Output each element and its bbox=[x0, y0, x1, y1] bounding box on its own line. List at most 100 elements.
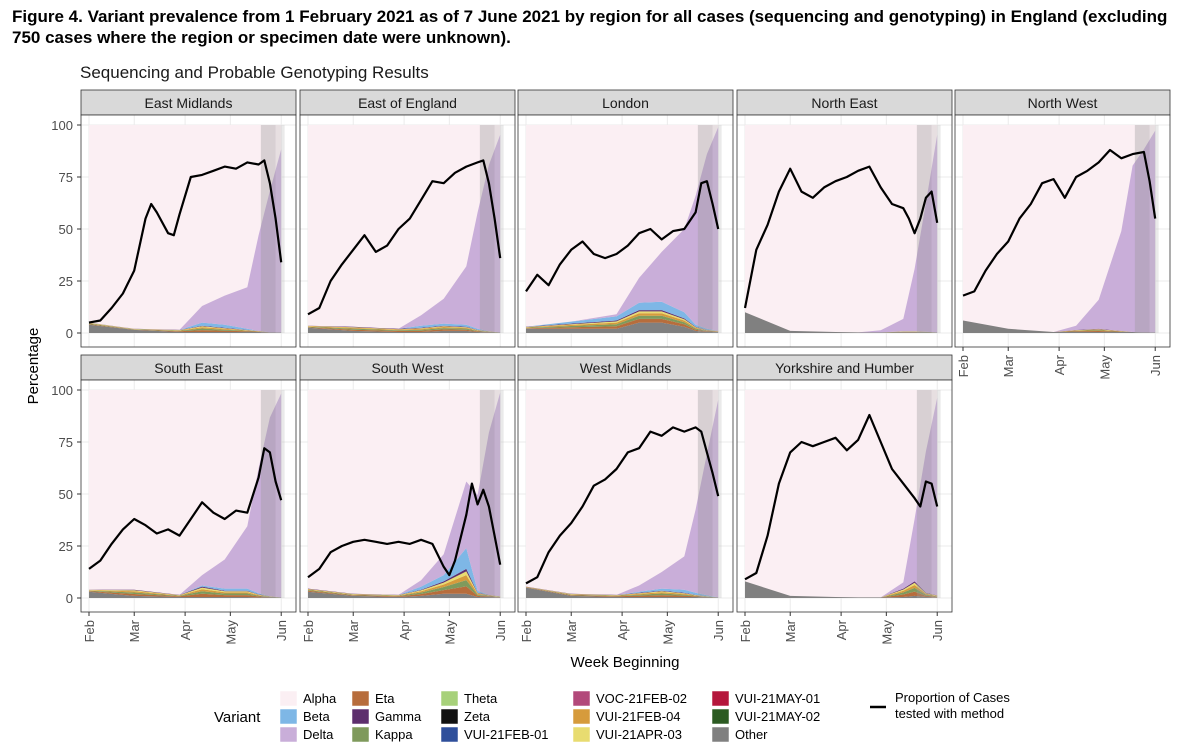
legend-label-other: Other bbox=[735, 727, 768, 742]
x-tick-label: May bbox=[879, 620, 894, 645]
legend-swatch-beta bbox=[279, 708, 298, 725]
area-delta-west-midlands bbox=[526, 399, 719, 598]
x-tick-label: May bbox=[223, 620, 238, 645]
legend-swatch-voc-21feb-02 bbox=[572, 690, 591, 707]
legend-line-label-2: tested with method bbox=[895, 706, 1004, 721]
strip-east-of-england bbox=[299, 89, 516, 116]
strip-label-south-west: South West bbox=[371, 360, 443, 376]
legend-label-vui-21may-01: VUI-21MAY-01 bbox=[735, 691, 820, 706]
area-minor-3-south-east bbox=[89, 589, 282, 598]
area-minor-4-east-of-england bbox=[308, 325, 501, 333]
strip-south-west bbox=[299, 354, 516, 381]
figure-title: Figure 4. Variant prevalence from 1 Febr… bbox=[12, 7, 1168, 47]
area-beta-london bbox=[526, 301, 719, 331]
area-minor-2-west-midlands bbox=[526, 587, 719, 598]
x-tick-label: May bbox=[1097, 355, 1112, 380]
legend-label-vui-21feb-04: VUI-21FEB-04 bbox=[596, 709, 681, 724]
area-alpha-north-east bbox=[745, 125, 938, 333]
area-minor-2-east-midlands bbox=[89, 323, 282, 333]
strip-label-london: London bbox=[602, 95, 649, 111]
area-alpha-south-east bbox=[89, 390, 282, 598]
x-tick-label: Apr bbox=[178, 619, 193, 640]
x-tick-label: May bbox=[442, 620, 457, 645]
area-delta-east-of-england bbox=[308, 134, 501, 333]
area-alpha-west-midlands bbox=[526, 390, 719, 598]
x-tick-label: Feb bbox=[301, 620, 316, 642]
y-tick-label: 100 bbox=[51, 383, 73, 398]
plot-border-yorkshire-and-humber bbox=[736, 379, 953, 613]
x-tick-label: Mar bbox=[346, 619, 361, 642]
x-tick-label: Apr bbox=[1052, 354, 1067, 375]
strip-label-west-midlands: West Midlands bbox=[580, 360, 672, 376]
panel-london: London bbox=[517, 89, 734, 348]
area-delta-south-east bbox=[89, 393, 282, 598]
incomplete-data-band-2-east-of-england bbox=[494, 125, 504, 333]
legend-swatch-vui-21apr-03 bbox=[572, 726, 591, 743]
area-other-west-midlands bbox=[526, 587, 719, 598]
x-tick-label: May bbox=[660, 620, 675, 645]
incomplete-data-band-2-yorkshire-and-humber bbox=[931, 390, 941, 598]
legend-swatch-vui-21feb-04 bbox=[572, 708, 591, 725]
x-tick-label: Jun bbox=[930, 620, 945, 641]
panel-north-east: North East bbox=[736, 89, 953, 348]
area-delta-north-west bbox=[963, 130, 1156, 333]
strip-label-north-east: North East bbox=[811, 95, 877, 111]
legend-label-zeta: Zeta bbox=[464, 709, 491, 724]
area-minor-4-south-west bbox=[308, 571, 501, 597]
incomplete-data-band-east-midlands bbox=[260, 125, 276, 333]
panel-north-west: North West Feb Mar Apr May Jun bbox=[954, 89, 1171, 380]
x-tick-label: Apr bbox=[834, 619, 849, 640]
area-other-south-west bbox=[308, 591, 501, 598]
strip-north-west bbox=[954, 89, 1171, 116]
proportion-line-north-west bbox=[962, 148, 1157, 297]
legend-label-kappa: Kappa bbox=[375, 727, 413, 742]
strip-label-east-of-england: East of England bbox=[358, 95, 457, 111]
area-alpha-east-midlands bbox=[89, 125, 282, 333]
legend-swatch-other bbox=[711, 726, 730, 743]
legend-swatch-vui-21may-01 bbox=[711, 690, 730, 707]
area-minor-2-east-of-england bbox=[308, 326, 501, 333]
area-other-south-east bbox=[89, 591, 282, 598]
y-tick-label: 25 bbox=[59, 539, 73, 554]
plot-border-south-east bbox=[80, 379, 297, 613]
area-minor-3-london bbox=[526, 313, 719, 332]
panel-south-east: South East 0 25 50 75 100 Feb Mar Apr May Jun bbox=[51, 354, 297, 645]
y-tick-label: 75 bbox=[59, 435, 73, 450]
incomplete-data-band-west-midlands bbox=[697, 390, 713, 598]
area-other-east-midlands bbox=[89, 324, 282, 333]
area-alpha-east-of-england bbox=[308, 125, 501, 333]
area-beta-west-midlands bbox=[526, 586, 719, 598]
x-tick-label: Feb bbox=[956, 355, 971, 377]
x-tick-label: Feb bbox=[82, 620, 97, 642]
y-tick-label: 0 bbox=[66, 326, 73, 341]
plot-border-south-west bbox=[299, 379, 516, 613]
strip-label-east-midlands: East Midlands bbox=[145, 95, 233, 111]
x-tick-label: Feb bbox=[519, 620, 534, 642]
x-tick-label: Mar bbox=[1001, 354, 1016, 377]
plot-border-west-midlands bbox=[517, 379, 734, 613]
area-delta-london bbox=[526, 127, 719, 331]
legend-label-voc-21feb-02: VOC-21FEB-02 bbox=[596, 691, 687, 706]
proportion-line-north-east bbox=[743, 165, 939, 309]
strip-label-yorkshire-and-humber: Yorkshire and Humber bbox=[775, 360, 914, 376]
chart-subtitle: Sequencing and Probable Genotyping Resul… bbox=[80, 63, 429, 82]
area-other-north-east bbox=[745, 312, 938, 333]
area-minor-3-west-midlands bbox=[526, 586, 719, 598]
area-minor-1-yorkshire-and-humber bbox=[745, 581, 938, 598]
x-tick-label: Mar bbox=[783, 619, 798, 642]
plot-border-london bbox=[517, 114, 734, 348]
area-minor-3-east-of-england bbox=[308, 326, 501, 333]
area-other-london bbox=[526, 322, 719, 333]
incomplete-data-band-2-north-east bbox=[931, 125, 941, 333]
area-other-yorkshire-and-humber bbox=[745, 581, 938, 598]
legend-swatch-vui-21feb-01 bbox=[440, 726, 459, 743]
area-minor-1-east-of-england bbox=[308, 327, 501, 333]
area-minor-4-east-midlands bbox=[89, 322, 282, 333]
legend-label-vui-21may-02: VUI-21MAY-02 bbox=[735, 709, 820, 724]
strip-london bbox=[517, 89, 734, 116]
area-minor-3-east-midlands bbox=[89, 323, 282, 333]
area-alpha-yorkshire-and-humber bbox=[745, 390, 938, 598]
legend-label-alpha: Alpha bbox=[303, 691, 337, 706]
incomplete-data-band-east-of-england bbox=[479, 125, 495, 333]
